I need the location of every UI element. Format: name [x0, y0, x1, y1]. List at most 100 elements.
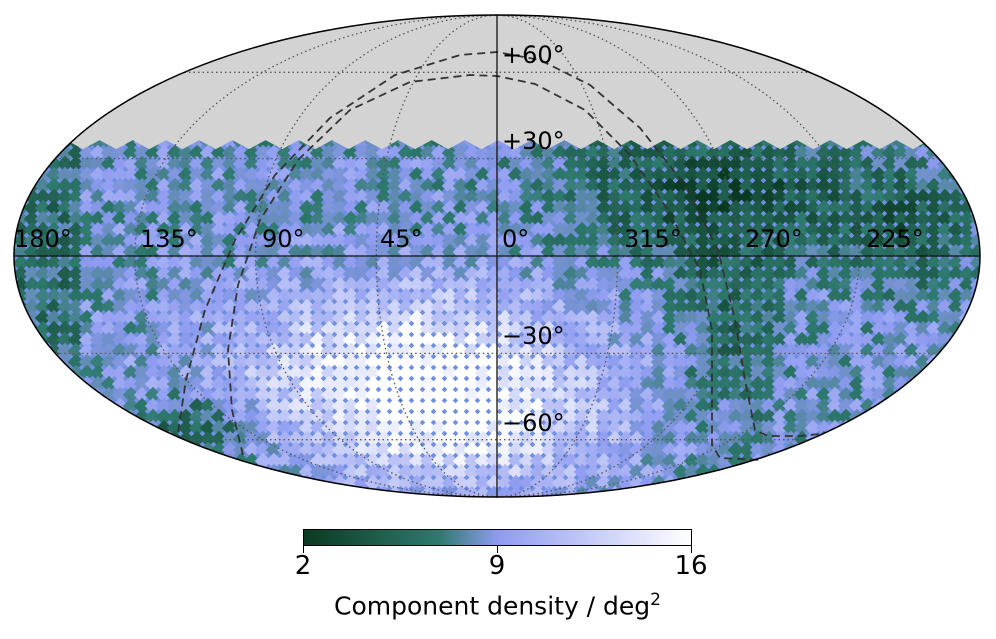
density-pixel	[496, 188, 514, 206]
density-pixel	[177, 144, 195, 162]
density-pixel	[408, 188, 426, 206]
density-pixel	[243, 188, 261, 206]
density-pixel	[89, 177, 107, 195]
density-pixel	[298, 144, 316, 162]
density-pixel	[177, 199, 195, 217]
density-pixel	[243, 199, 261, 217]
density-pixel	[441, 144, 459, 162]
density-pixel	[287, 210, 305, 228]
density-pixel	[188, 199, 206, 217]
density-pixel	[276, 177, 294, 195]
density-pixel	[155, 188, 173, 206]
density-pixel	[353, 199, 371, 217]
density-pixel	[430, 188, 448, 206]
density-pixel	[496, 177, 514, 195]
density-pixel	[254, 188, 272, 206]
density-pixel	[485, 188, 503, 206]
density-pixel	[122, 199, 140, 217]
density-pixel	[397, 177, 415, 195]
density-pixel	[166, 166, 184, 184]
density-pixel	[89, 199, 107, 217]
density-pixel	[331, 155, 349, 173]
density-pixel	[298, 166, 316, 184]
density-pixel	[342, 166, 360, 184]
density-pixel	[166, 188, 184, 206]
density-pixel	[155, 199, 173, 217]
density-pixel	[276, 210, 294, 228]
density-pixel	[320, 155, 338, 173]
density-pixel	[199, 188, 217, 206]
density-pixel	[474, 166, 492, 184]
density-pixel	[342, 177, 360, 195]
density-pixel	[166, 144, 184, 162]
density-pixel	[188, 155, 206, 173]
density-pixel	[232, 177, 250, 195]
density-pixel	[331, 166, 349, 184]
lon-label-270: 270°	[745, 225, 803, 253]
density-pixel	[111, 177, 129, 195]
density-pixel	[452, 144, 470, 162]
density-pixel	[177, 210, 195, 228]
density-pixel	[485, 199, 503, 217]
density-pixel	[287, 177, 305, 195]
density-pixel	[177, 177, 195, 195]
lat-label-minus30: −30°	[502, 322, 565, 350]
density-pixel	[397, 199, 415, 217]
density-pixel	[166, 210, 184, 228]
density-pixel	[100, 177, 118, 195]
lon-label-135: 135°	[140, 225, 198, 253]
density-pixel	[419, 199, 437, 217]
density-pixel	[199, 210, 217, 228]
density-pixel	[309, 166, 327, 184]
density-pixel	[474, 155, 492, 173]
density-pixel	[254, 177, 272, 195]
density-pixel	[474, 177, 492, 195]
density-pixel	[111, 188, 129, 206]
density-pixel	[364, 155, 382, 173]
density-pixel	[100, 155, 118, 173]
density-pixel	[386, 199, 404, 217]
density-pixel	[188, 210, 206, 228]
density-pixel	[67, 210, 85, 228]
density-pixel	[122, 210, 140, 228]
density-pixel	[210, 188, 228, 206]
density-pixel	[100, 210, 118, 228]
lon-label-90: 90°	[262, 225, 305, 253]
density-pixel	[100, 166, 118, 184]
density-pixel	[430, 177, 448, 195]
density-pixel	[177, 188, 195, 206]
density-pixel	[309, 177, 327, 195]
density-pixel	[188, 177, 206, 195]
density-pixel	[111, 166, 129, 184]
lon-label-315: 315°	[624, 225, 682, 253]
density-pixel	[210, 199, 228, 217]
density-pixel	[23, 331, 41, 349]
density-pixel	[232, 188, 250, 206]
density-pixel	[67, 177, 85, 195]
density-pixel	[243, 177, 261, 195]
density-pixel	[408, 177, 426, 195]
density-pixel	[320, 166, 338, 184]
density-pixel	[331, 177, 349, 195]
lat-label-plus60: +60°	[502, 41, 565, 69]
density-pixel	[144, 144, 162, 162]
density-pixel	[144, 155, 162, 173]
density-pixel	[463, 144, 481, 162]
density-pixel	[298, 199, 316, 217]
density-pixel	[452, 177, 470, 195]
density-pixel	[89, 155, 107, 173]
density-pixel	[463, 166, 481, 184]
density-pixel	[155, 155, 173, 173]
density-pixel	[254, 155, 272, 173]
density-pixel	[254, 144, 272, 162]
density-pixel	[199, 199, 217, 217]
density-pixel	[276, 199, 294, 217]
density-pixel	[386, 166, 404, 184]
density-pixel	[100, 144, 118, 162]
density-pixel	[155, 166, 173, 184]
density-pixel	[331, 144, 349, 162]
density-pixel	[353, 166, 371, 184]
density-pixel	[441, 155, 459, 173]
density-pixel	[430, 144, 448, 162]
density-pixel	[144, 199, 162, 217]
